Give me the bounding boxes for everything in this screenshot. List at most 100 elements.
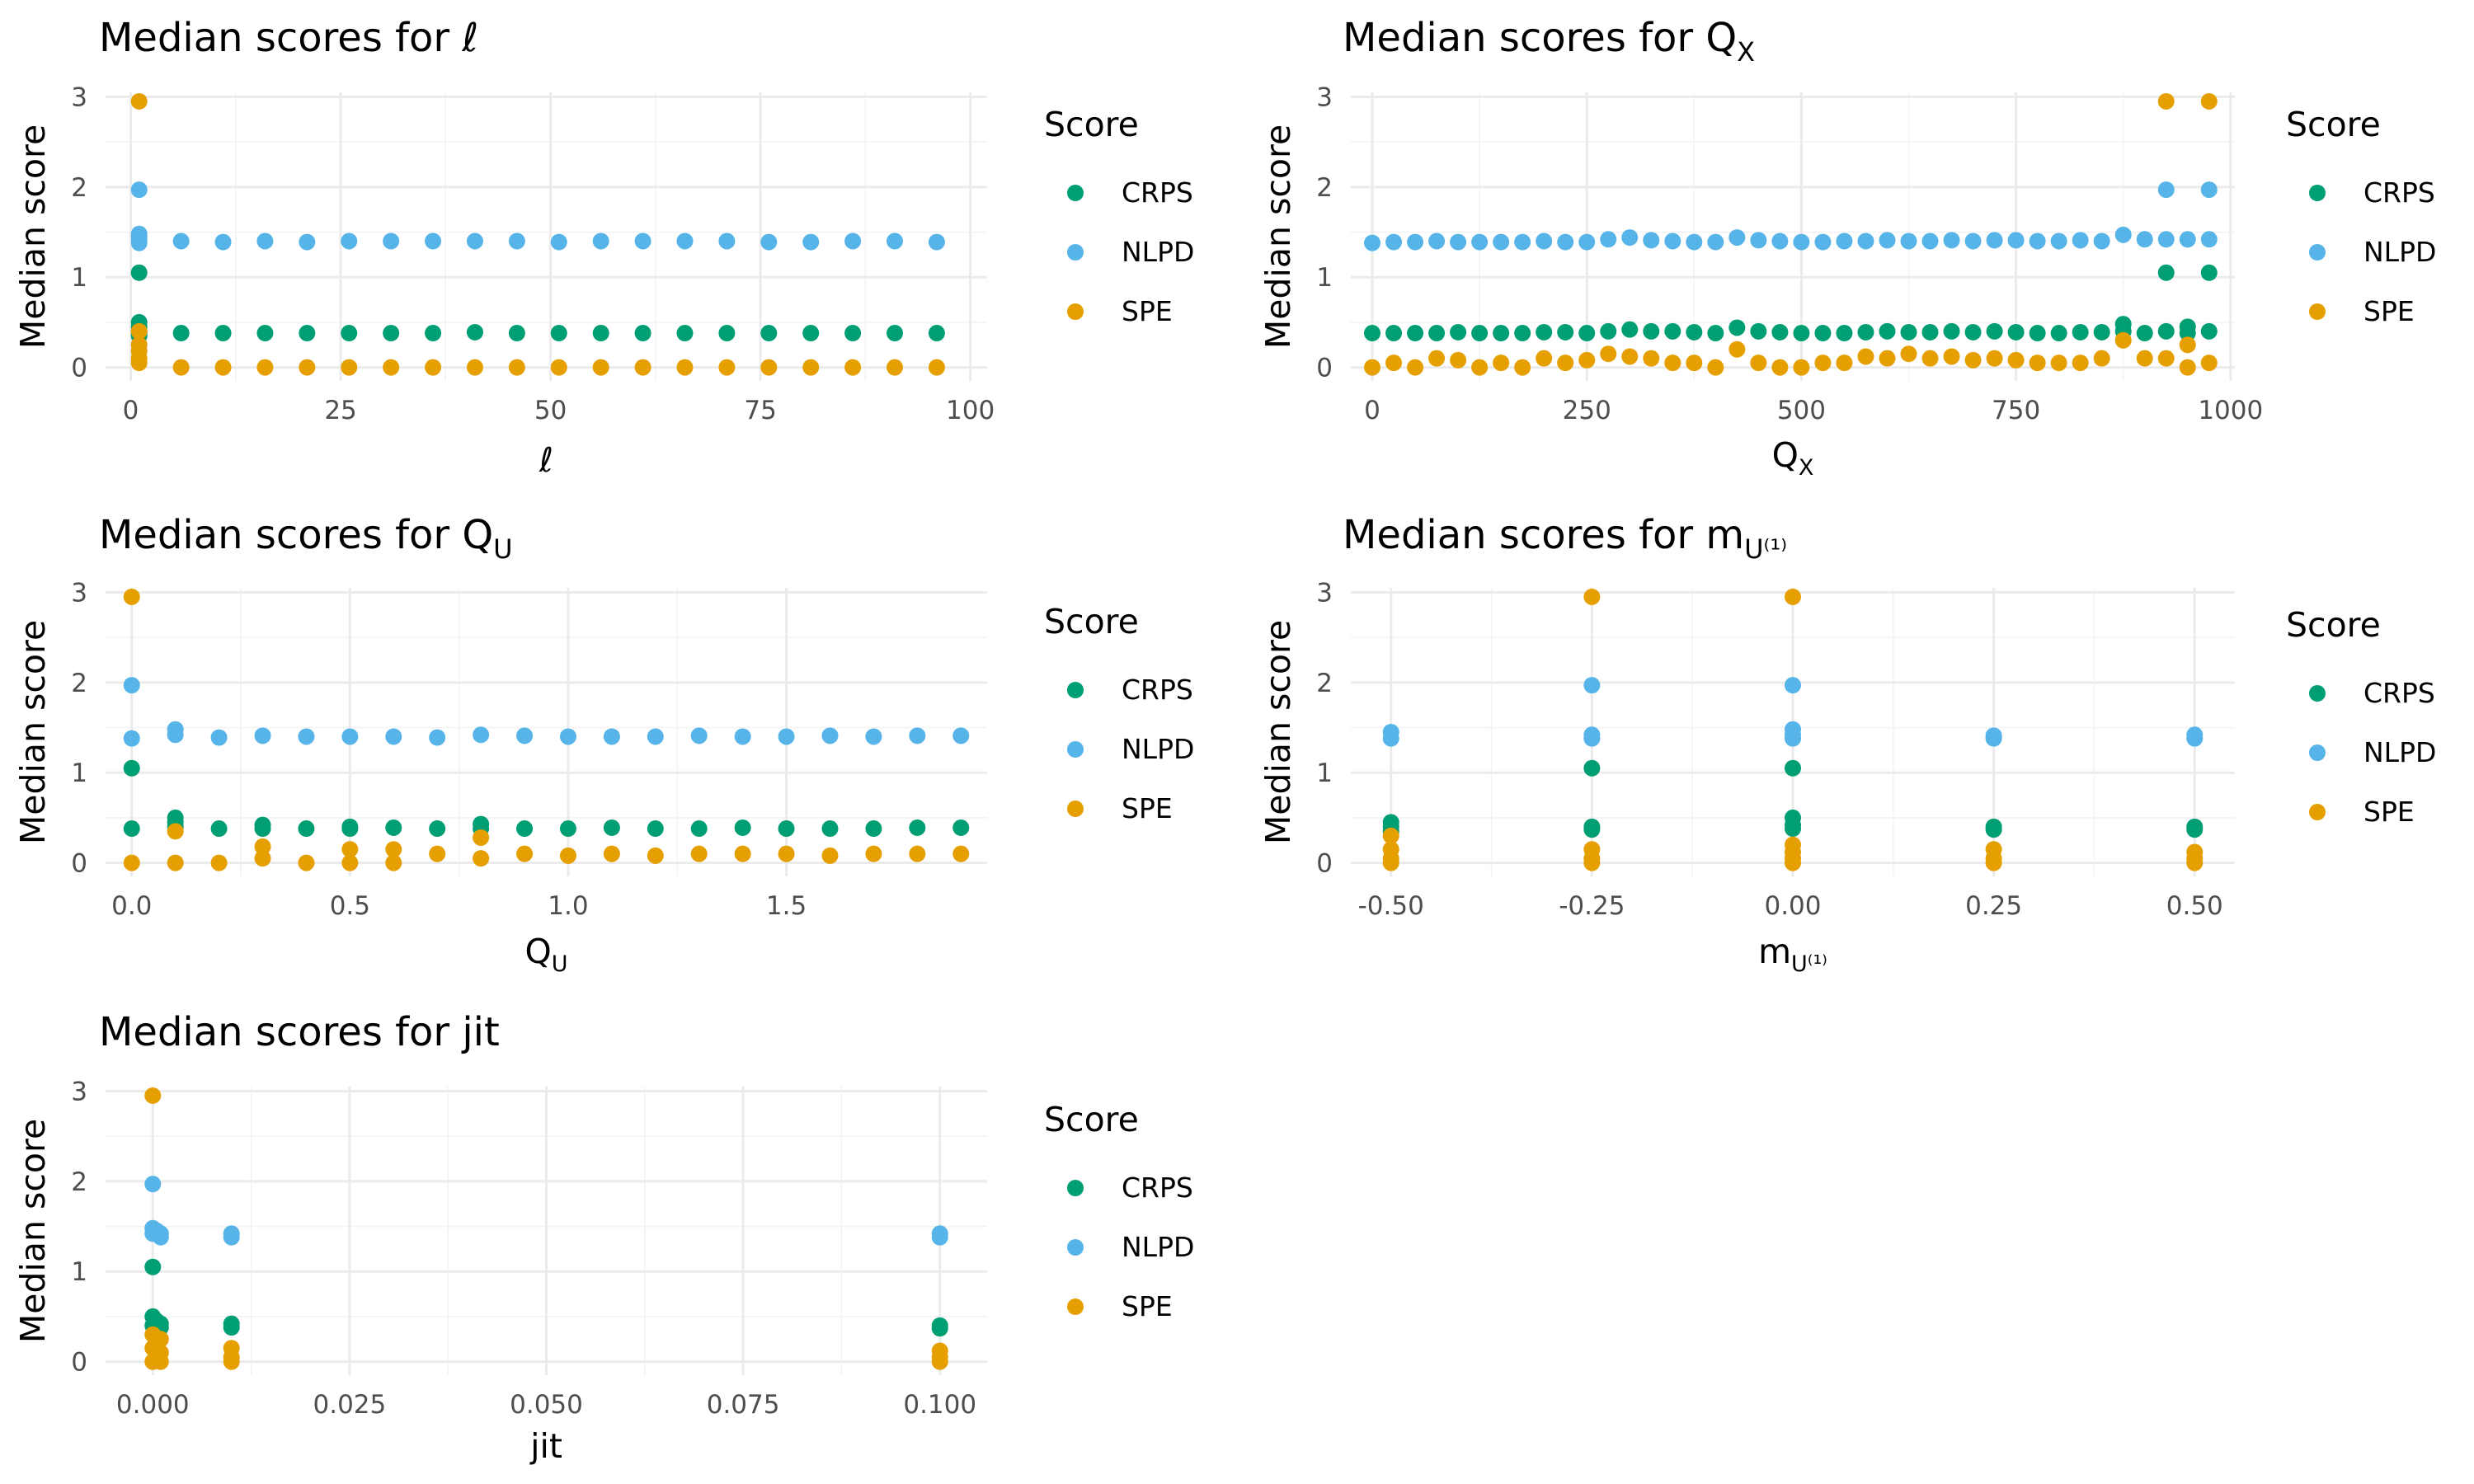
- x-axis-label-subscript: U⁽¹⁾: [1791, 951, 1827, 977]
- data-point-nlpd: [718, 232, 736, 250]
- y-axis-label: Median score: [13, 1119, 53, 1343]
- legend: Score CRPS NLPD SPE: [1044, 105, 1194, 327]
- data-point-nlpd: [383, 232, 400, 250]
- data-point-crps: [559, 820, 576, 838]
- data-point-crps: [1557, 323, 1574, 340]
- series-spe: [130, 92, 945, 376]
- data-point-nlpd: [2200, 181, 2218, 199]
- chart-title: Median scores for QU: [99, 512, 513, 565]
- data-point-crps: [909, 819, 926, 836]
- legend: Score CRPS NLPD SPE: [2286, 605, 2436, 828]
- data-point-nlpd: [466, 232, 483, 250]
- data-point-crps: [1836, 325, 1853, 342]
- data-point-spe: [1879, 350, 1896, 367]
- legend-label-nlpd: NLPD: [1122, 733, 1194, 765]
- data-point-spe: [152, 1331, 169, 1348]
- data-point-crps: [508, 325, 525, 342]
- data-point-crps: [429, 820, 446, 838]
- data-point-spe: [341, 854, 359, 871]
- chart-title-subscript: X: [1737, 36, 1755, 68]
- data-point-crps: [1536, 323, 1553, 340]
- data-point-spe: [1471, 359, 1489, 376]
- legend-key-nlpd: [1067, 244, 1084, 261]
- data-point-nlpd: [1986, 232, 2003, 249]
- data-point-crps: [123, 759, 140, 777]
- data-point-crps: [1450, 323, 1467, 340]
- data-point-spe: [1921, 350, 1939, 367]
- data-point-nlpd: [931, 1228, 948, 1246]
- data-point-spe: [1729, 340, 1746, 358]
- data-point-crps: [952, 819, 970, 836]
- chart-panel-4: 0 1 2 3 -0.50 -0.25 0.00 0.25 0.50 Median scores …: [1258, 512, 2436, 977]
- data-point-spe: [1900, 345, 1917, 363]
- series-nlpd: [130, 181, 945, 251]
- data-point-nlpd: [1900, 232, 1917, 250]
- data-point-crps: [1600, 322, 1617, 340]
- data-point-nlpd: [144, 1176, 162, 1193]
- legend-label-crps: CRPS: [2363, 677, 2435, 709]
- data-point-spe: [383, 359, 400, 376]
- data-point-spe: [734, 845, 751, 862]
- data-point-nlpd: [634, 232, 651, 250]
- data-point-crps: [2136, 325, 2153, 342]
- data-point-crps: [425, 325, 442, 342]
- data-point-crps: [887, 325, 904, 342]
- data-point-spe: [1707, 359, 1724, 376]
- data-point-crps: [1583, 759, 1601, 777]
- data-point-nlpd: [1985, 730, 2002, 747]
- data-point-crps: [1385, 325, 1403, 342]
- legend-key-nlpd: [1067, 1239, 1084, 1256]
- legend: Score CRPS NLPD SPE: [1044, 1100, 1194, 1322]
- data-point-nlpd: [214, 233, 232, 251]
- series-crps: [1364, 264, 2218, 342]
- data-point-nlpd: [559, 728, 576, 745]
- legend-key-nlpd: [1067, 741, 1084, 758]
- data-point-spe: [341, 841, 359, 858]
- data-point-spe: [1785, 854, 1801, 871]
- series-spe: [144, 1087, 948, 1370]
- data-point-spe: [559, 847, 576, 864]
- data-point-crps: [2007, 323, 2025, 340]
- series-spe: [1364, 92, 2218, 376]
- x-tick-label: 0.025: [313, 1390, 387, 1420]
- data-point-nlpd: [603, 728, 620, 745]
- y-tick-label: 1: [71, 1257, 87, 1287]
- y-axis-label: Median score: [13, 124, 53, 349]
- series-nlpd: [1382, 677, 2204, 747]
- data-point-crps: [1750, 322, 1767, 340]
- legend-label-spe: SPE: [2363, 295, 2415, 327]
- y-tick-label: 2: [71, 669, 87, 698]
- data-point-crps: [254, 820, 271, 838]
- data-point-spe: [2007, 351, 2025, 369]
- data-point-spe: [1428, 350, 1446, 367]
- legend-label-crps: CRPS: [2363, 176, 2435, 209]
- data-point-spe: [1793, 359, 1810, 376]
- data-point-crps: [1707, 325, 1724, 342]
- y-axis-label: Median score: [13, 620, 53, 844]
- data-point-nlpd: [1583, 677, 1601, 694]
- legend-label-spe: SPE: [2363, 796, 2415, 828]
- data-point-spe: [299, 359, 316, 376]
- data-point-spe: [2157, 350, 2175, 367]
- data-point-spe: [1643, 350, 1660, 367]
- data-point-nlpd: [909, 727, 926, 744]
- data-point-spe: [1964, 351, 1982, 369]
- data-point-nlpd: [844, 232, 862, 250]
- data-point-spe: [1583, 588, 1601, 605]
- data-point-spe: [690, 845, 708, 862]
- data-point-spe: [2200, 92, 2218, 110]
- data-point-spe: [1785, 588, 1801, 605]
- data-point-spe: [223, 1353, 240, 1370]
- data-point-crps: [760, 325, 778, 342]
- data-point-nlpd: [1857, 232, 1874, 250]
- x-tick-label: 0.075: [707, 1390, 780, 1420]
- data-point-crps: [1664, 322, 1681, 340]
- legend-key-spe: [1067, 303, 1084, 320]
- data-point-crps: [144, 1258, 162, 1275]
- data-point-crps: [1879, 322, 1896, 340]
- legend-label-spe: SPE: [1122, 792, 1173, 824]
- data-point-nlpd: [508, 232, 525, 250]
- data-point-nlpd: [952, 727, 970, 744]
- data-point-nlpd: [167, 726, 184, 744]
- data-point-crps: [2050, 325, 2067, 342]
